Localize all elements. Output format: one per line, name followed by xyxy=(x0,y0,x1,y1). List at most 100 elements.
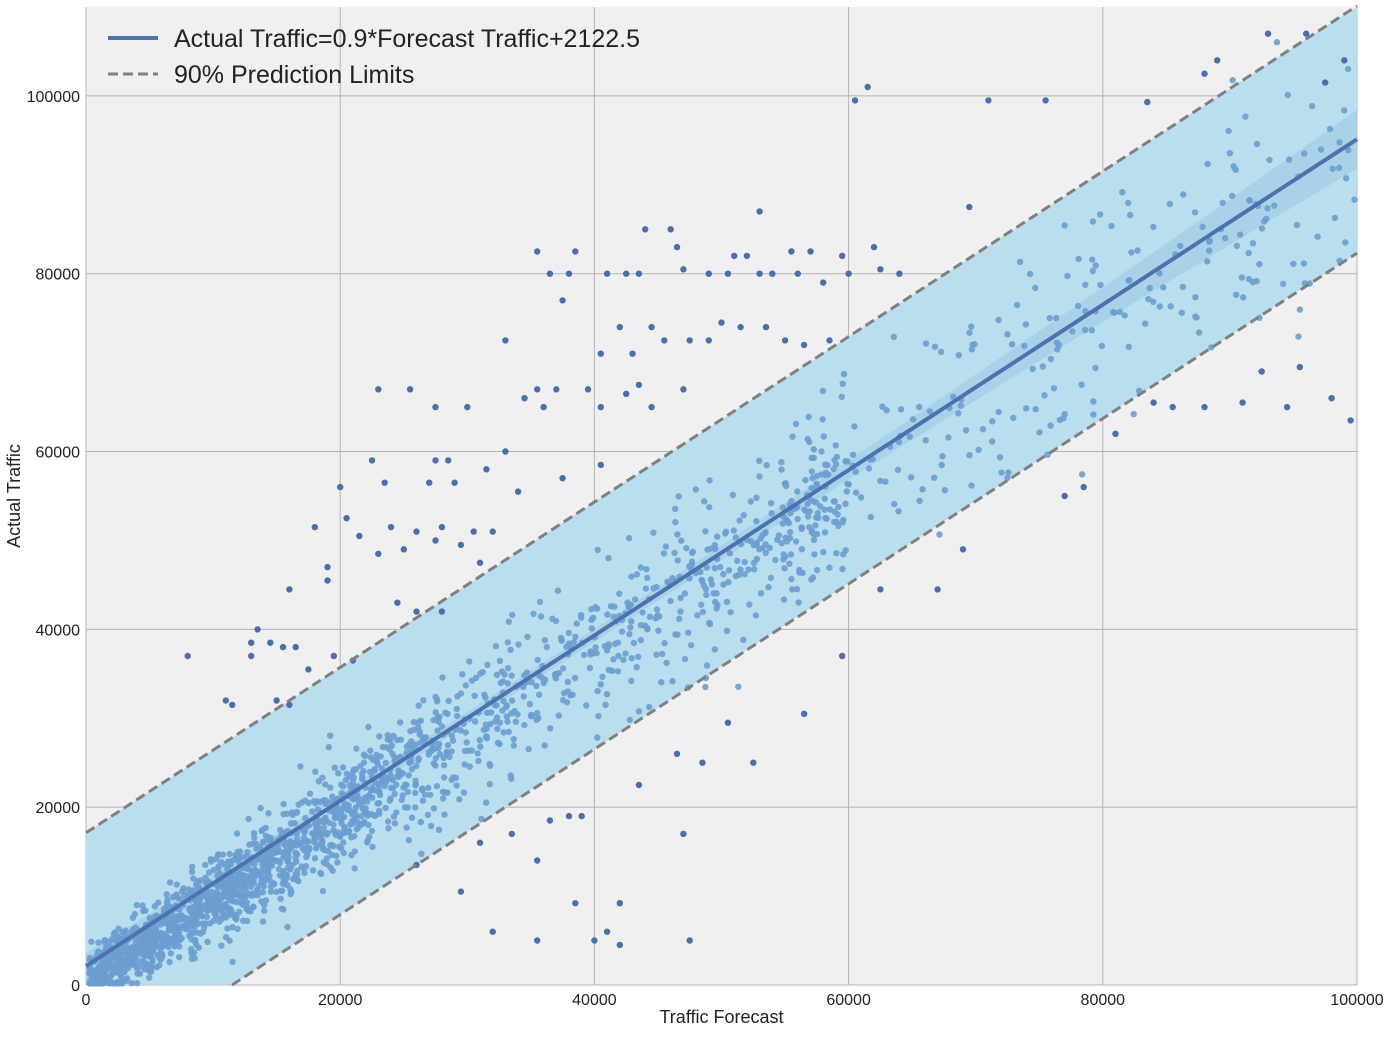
band-point xyxy=(165,943,172,950)
band-point xyxy=(763,462,770,469)
band-point xyxy=(314,806,322,813)
band-point xyxy=(1246,197,1253,204)
band-point xyxy=(404,788,412,796)
outlier-point xyxy=(1258,368,1265,375)
band-point xyxy=(211,892,218,900)
band-point xyxy=(653,606,661,613)
band-point xyxy=(780,596,788,603)
band-point xyxy=(625,534,633,542)
band-point xyxy=(1293,221,1301,229)
band-point xyxy=(971,341,978,348)
band-point xyxy=(1233,242,1241,249)
band-point xyxy=(410,718,417,726)
band-point xyxy=(278,830,286,837)
band-point xyxy=(214,852,222,859)
band-point xyxy=(497,679,504,687)
outlier-point xyxy=(565,812,573,820)
band-point xyxy=(302,814,309,822)
outlier-point xyxy=(356,532,363,540)
band-point xyxy=(1301,150,1308,157)
band-point xyxy=(1351,196,1358,203)
band-point xyxy=(231,883,238,890)
band-point xyxy=(487,720,494,728)
band-point xyxy=(839,565,846,573)
band-point xyxy=(407,728,414,735)
band-point xyxy=(176,954,183,961)
band-point xyxy=(178,912,186,919)
band-point xyxy=(336,833,344,840)
band-point xyxy=(1116,308,1124,316)
outlier-point xyxy=(222,697,229,704)
band-point xyxy=(782,480,789,487)
band-point xyxy=(694,612,701,619)
band-point xyxy=(1229,192,1236,200)
band-point xyxy=(430,716,437,724)
outlier-point xyxy=(603,928,611,935)
band-point xyxy=(555,712,562,719)
band-point xyxy=(681,590,689,597)
band-point xyxy=(635,653,642,660)
band-point xyxy=(329,867,336,874)
outlier-point xyxy=(375,550,382,557)
outlier-point xyxy=(877,586,884,593)
band-point xyxy=(1092,262,1099,269)
outlier-point xyxy=(864,83,871,91)
band-point xyxy=(229,924,236,931)
band-point xyxy=(605,555,612,562)
band-point xyxy=(424,811,432,818)
band-point xyxy=(258,827,265,834)
band-point xyxy=(789,433,796,440)
band-point xyxy=(189,917,196,924)
band-point xyxy=(756,457,763,464)
band-point xyxy=(353,826,360,833)
band-point xyxy=(398,796,405,804)
band-point xyxy=(1016,258,1024,266)
band-point xyxy=(730,527,737,534)
band-point xyxy=(389,750,396,758)
band-point xyxy=(1046,314,1053,322)
band-point xyxy=(439,795,447,802)
band-point xyxy=(818,448,825,455)
band-point xyxy=(408,814,416,821)
outlier-point xyxy=(788,248,795,255)
outlier-point xyxy=(578,812,585,820)
band-point xyxy=(119,968,127,976)
band-point xyxy=(778,458,785,466)
band-point xyxy=(224,865,231,873)
band-point xyxy=(372,787,379,794)
band-point xyxy=(452,774,460,781)
band-point xyxy=(628,655,635,662)
band-point xyxy=(1096,211,1104,218)
band-point xyxy=(840,516,847,523)
band-point xyxy=(1108,222,1115,230)
band-point xyxy=(233,830,241,837)
band-point xyxy=(826,506,834,513)
band-point xyxy=(1156,303,1164,310)
band-point xyxy=(664,578,671,585)
band-point xyxy=(564,678,571,686)
band-point xyxy=(348,808,356,816)
band-point xyxy=(536,598,544,606)
band-point xyxy=(421,791,429,798)
band-point xyxy=(822,471,829,478)
y-tick-label: 60000 xyxy=(36,445,81,462)
band-point xyxy=(149,939,156,947)
band-point xyxy=(382,779,390,786)
band-point xyxy=(1166,200,1174,208)
band-point xyxy=(420,697,427,704)
outlier-point xyxy=(616,323,623,331)
band-point xyxy=(280,867,288,875)
band-point xyxy=(466,658,473,665)
outlier-point xyxy=(457,888,465,895)
band-point xyxy=(822,461,829,468)
band-point xyxy=(251,861,258,868)
outlier-point xyxy=(756,208,763,215)
band-point xyxy=(1245,275,1253,283)
band-point xyxy=(486,780,493,788)
band-point xyxy=(711,646,718,653)
band-point xyxy=(894,466,902,473)
band-point xyxy=(1039,363,1047,370)
band-point xyxy=(375,807,383,814)
band-point xyxy=(945,434,952,441)
